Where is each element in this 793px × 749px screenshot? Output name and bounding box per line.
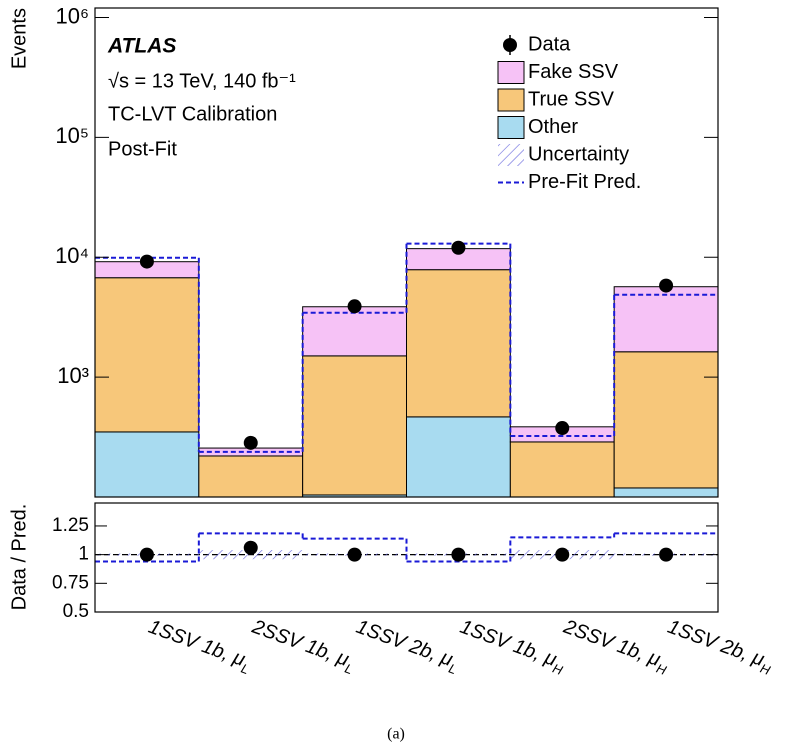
stack-segment (509, 441, 615, 497)
stack-segment (198, 455, 304, 497)
category-subscript: L (447, 661, 459, 678)
legend-label: True SSV (528, 88, 615, 110)
stack-segment (613, 351, 718, 489)
main-frame (94, 7, 719, 498)
stack-segment (406, 269, 511, 418)
ratio-point (139, 547, 154, 562)
ratio-point (555, 547, 570, 562)
ratio-tick-label: 1.25 (52, 515, 89, 536)
experiment-label: ATLAS (107, 35, 176, 58)
y-tick-label: 10⁴ (55, 243, 89, 268)
ratio-point (659, 547, 674, 562)
stack-segment (95, 431, 200, 497)
ratio-tick-label: 0.75 (52, 572, 89, 593)
ratio-plot (95, 532, 718, 563)
x-tick-label: 2SSV 1b, μH (558, 616, 672, 679)
legend-swatch (497, 116, 525, 139)
energy-label: √s = 13 TeV, 140 fb⁻¹ (108, 70, 296, 92)
ratio-point (243, 540, 258, 555)
y-tick-label: 10⁵ (55, 123, 89, 148)
y-tick-label: 10³ (57, 363, 89, 388)
stack-segment (406, 416, 511, 497)
data-point (451, 240, 466, 255)
legend-label: Data (528, 33, 571, 55)
stack-segment (302, 306, 407, 357)
stack-segment (613, 286, 718, 353)
category-name: 1SSV 1b, μ (457, 616, 559, 671)
data-point (243, 435, 258, 450)
legend-label: Fake SSV (528, 61, 619, 83)
x-tick-label: 1SSV 2b, μL (352, 616, 463, 678)
x-tick-label: 1SSV 2b, μH (663, 616, 776, 679)
data-point (555, 421, 570, 436)
y-axis-label: Events (8, 8, 30, 69)
main-plot (95, 240, 718, 497)
stack-segment (302, 355, 407, 496)
ratio-point (347, 547, 362, 562)
data-point (139, 254, 154, 269)
x-tick-label: 1SSV 1b, μH (455, 616, 568, 679)
ratio-tick-label: 0.5 (63, 601, 89, 622)
category-subscript: L (239, 661, 251, 678)
category-name: 1SSV 2b, μ (665, 616, 767, 671)
legend-label: Uncertainty (528, 143, 629, 165)
fit-label: Post-Fit (108, 138, 177, 160)
ratio-frame (94, 502, 719, 613)
category-name: 1SSV 2b, μ (353, 616, 455, 671)
legend-label: Pre-Fit Pred. (528, 171, 641, 193)
stack-segment (95, 277, 200, 433)
x-tick-label: 2SSV 1b, μL (247, 616, 359, 678)
ratio-point (451, 547, 466, 562)
legend-label: Other (528, 116, 578, 138)
legend-swatch (498, 144, 524, 166)
category-name: 1SSV 1b, μ (145, 616, 247, 671)
data-point (659, 278, 674, 293)
calibration-label: TC-LVT Calibration (108, 103, 277, 125)
caption: (a) (387, 726, 405, 743)
category-subscript: L (343, 661, 355, 678)
y-tick-label: 10⁶ (55, 3, 89, 28)
x-tick-label: 1SSV 1b, μL (144, 616, 255, 678)
category-name: 2SSV 1b, μ (248, 616, 351, 672)
legend-swatch (497, 88, 525, 112)
category-name: 2SSV 1b, μ (560, 616, 663, 672)
ratio-axis-label: Data / Pred. (8, 504, 30, 611)
ratio-tick-label: 1 (78, 544, 89, 565)
data-point (347, 299, 362, 314)
legend-swatch (497, 61, 525, 84)
